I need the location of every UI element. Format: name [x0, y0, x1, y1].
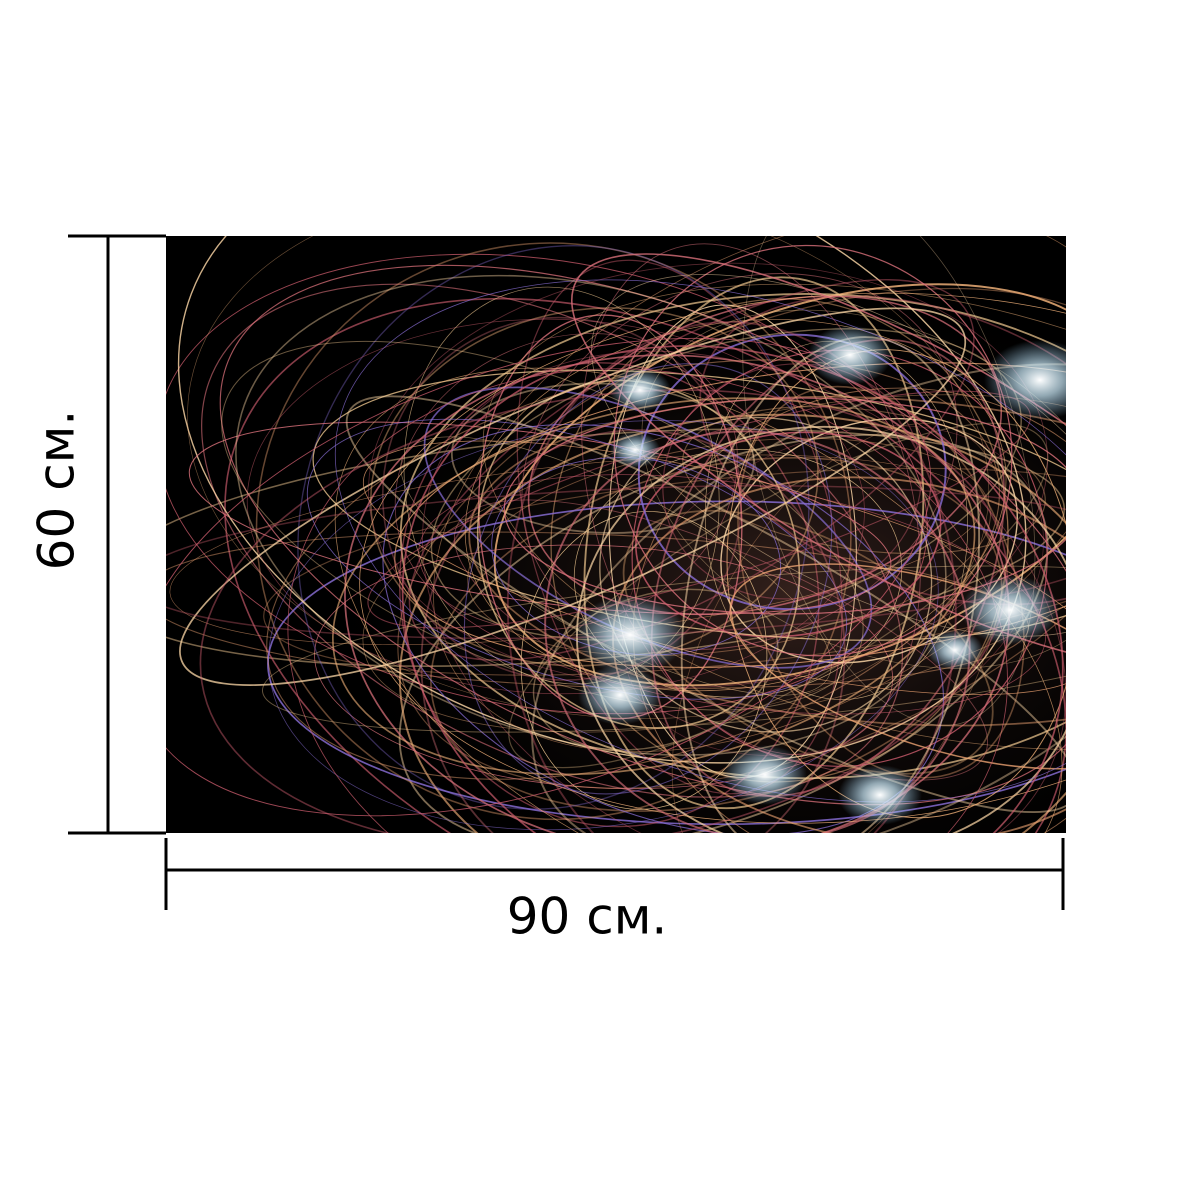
light-trail: [362, 394, 1066, 733]
light-trail: [397, 287, 1066, 789]
light-trail: [188, 421, 892, 615]
light-trail: [398, 413, 1066, 833]
height-label: 60 см.: [28, 410, 86, 571]
photo: [166, 236, 1066, 833]
light-glow: [984, 340, 1066, 420]
light-trail: [729, 563, 1066, 770]
light-trail: [508, 422, 1049, 769]
light-trail: [420, 429, 846, 833]
light-glow: [927, 630, 983, 670]
light-trail: [312, 369, 1066, 641]
height-dimension: 60 см.: [28, 234, 166, 835]
light-trail: [699, 295, 1066, 606]
light-trail: [179, 307, 967, 686]
light-trail: [219, 264, 1066, 806]
light-trail: [467, 437, 991, 657]
light-trail: [166, 253, 928, 715]
light-glow: [609, 432, 661, 468]
width-dimension: 90 см.: [164, 838, 1065, 946]
light-trail: [591, 274, 1066, 637]
light-trail: [255, 242, 852, 821]
light-trail: [581, 243, 921, 755]
light-trail: [394, 362, 1066, 668]
light-trail: [742, 236, 1036, 726]
light-trail: [166, 337, 932, 817]
light-trail: [662, 363, 923, 600]
light-trail: [368, 262, 1048, 688]
light-trail: [737, 385, 1025, 779]
light-trail: [268, 420, 939, 831]
light-glow: [961, 575, 1059, 645]
light-trail: [503, 397, 1066, 615]
light-trail: [418, 474, 1047, 715]
light-trail: [433, 236, 1066, 753]
light-glow: [609, 368, 671, 412]
light-trail: [544, 430, 971, 833]
light-trail: [450, 382, 755, 534]
light-trail: [468, 395, 1066, 727]
light-trail: [235, 274, 947, 756]
light-glow: [574, 595, 686, 675]
light-trail: [266, 359, 1000, 780]
light-trail: [221, 340, 864, 711]
light-trail: [262, 565, 1066, 733]
light-glow: [808, 325, 892, 385]
width-label: 90 см.: [507, 888, 668, 946]
light-trail: [464, 319, 1007, 692]
light-trail: [482, 283, 1066, 750]
light-trail: [599, 416, 933, 733]
light-trail: [622, 509, 994, 775]
light-trail: [382, 423, 944, 833]
light-trail: [187, 236, 990, 719]
light-trail: [583, 276, 925, 810]
light-trail: [201, 283, 903, 798]
light-glow: [578, 665, 662, 725]
light-trail: [246, 318, 865, 695]
light-trail: [334, 279, 1066, 803]
light-trail: [287, 368, 1008, 833]
light-glow: [838, 765, 922, 825]
light-trail: [506, 321, 957, 833]
light-trail: [362, 440, 1066, 696]
light-trail: [199, 389, 1008, 833]
light-trail: [571, 253, 1066, 668]
light-glow: [723, 745, 807, 805]
light-trail: [421, 350, 1066, 833]
light-trail: [493, 283, 1066, 687]
